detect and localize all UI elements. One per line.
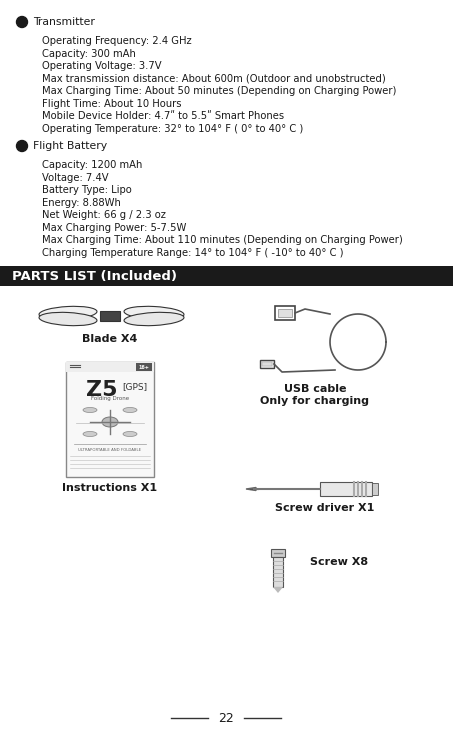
Text: 22: 22	[218, 711, 234, 724]
Text: Max Charging Power: 5-7.5W: Max Charging Power: 5-7.5W	[42, 223, 186, 232]
Ellipse shape	[124, 307, 184, 320]
Text: Instructions X1: Instructions X1	[63, 483, 158, 493]
Text: Only for charging: Only for charging	[260, 396, 370, 406]
Bar	[273, 557, 283, 587]
Text: Operating Temperature: 32° to 104° F ( 0° to 40° C ): Operating Temperature: 32° to 104° F ( 0…	[42, 124, 303, 133]
Bar	[136, 363, 152, 371]
Bar	[278, 309, 292, 317]
Ellipse shape	[83, 431, 97, 436]
Bar	[275, 306, 295, 320]
Ellipse shape	[39, 312, 97, 326]
Ellipse shape	[102, 417, 118, 427]
Ellipse shape	[123, 431, 137, 436]
Bar	[320, 482, 372, 496]
Text: Operating Frequency: 2.4 GHz: Operating Frequency: 2.4 GHz	[42, 36, 192, 46]
Text: Screw X8: Screw X8	[310, 557, 368, 567]
Text: Screw driver X1: Screw driver X1	[275, 503, 375, 513]
Text: Capacity: 1200 mAh: Capacity: 1200 mAh	[42, 160, 142, 170]
Text: Flight Time: About 10 Hours: Flight Time: About 10 Hours	[42, 99, 182, 108]
FancyBboxPatch shape	[66, 362, 154, 477]
Text: Charging Temperature Range: 14° to 104° F ( -10° to 40° C ): Charging Temperature Range: 14° to 104° …	[42, 248, 343, 257]
Ellipse shape	[83, 408, 97, 413]
Text: Transmitter: Transmitter	[33, 17, 95, 27]
Text: ULTRAPORTABLE AND FOLDABLE: ULTRAPORTABLE AND FOLDABLE	[78, 448, 141, 452]
Bar	[66, 362, 154, 372]
Bar	[100, 311, 120, 321]
Text: 16+: 16+	[139, 365, 149, 369]
Circle shape	[16, 141, 28, 152]
Bar	[260, 360, 274, 368]
Polygon shape	[246, 487, 256, 491]
Polygon shape	[273, 587, 283, 593]
Text: Energy: 8.88Wh: Energy: 8.88Wh	[42, 198, 121, 208]
Text: Battery Type: Lipo: Battery Type: Lipo	[42, 185, 132, 195]
Ellipse shape	[123, 408, 137, 413]
Text: PARTS LIST (Included): PARTS LIST (Included)	[12, 270, 177, 282]
Text: Max transmission distance: About 600m (Outdoor and unobstructed): Max transmission distance: About 600m (O…	[42, 74, 386, 83]
Circle shape	[16, 16, 28, 27]
Text: Flight Battery: Flight Battery	[33, 141, 107, 151]
Text: Voltage: 7.4V: Voltage: 7.4V	[42, 172, 109, 183]
Text: Max Charging Time: About 50 minutes (Depending on Charging Power): Max Charging Time: About 50 minutes (Dep…	[42, 86, 396, 96]
Ellipse shape	[124, 312, 184, 326]
Bar	[271, 549, 285, 557]
Text: Z5: Z5	[86, 380, 118, 400]
Bar	[0, 266, 453, 286]
Text: Net Weight: 66 g / 2.3 oz: Net Weight: 66 g / 2.3 oz	[42, 210, 166, 220]
Bar	[262, 362, 272, 366]
Text: Folding Drone: Folding Drone	[91, 396, 129, 401]
Text: Mobile Device Holder: 4.7ʺ to 5.5ʺ Smart Phones: Mobile Device Holder: 4.7ʺ to 5.5ʺ Smart…	[42, 111, 284, 121]
Text: Operating Voltage: 3.7V: Operating Voltage: 3.7V	[42, 61, 162, 71]
Text: USB cable: USB cable	[284, 384, 346, 394]
Text: Blade X4: Blade X4	[82, 334, 138, 344]
Text: Max Charging Time: About 110 minutes (Depending on Charging Power): Max Charging Time: About 110 minutes (De…	[42, 235, 403, 245]
Bar	[372, 483, 378, 495]
Ellipse shape	[39, 307, 97, 320]
Text: [GPS]: [GPS]	[122, 382, 147, 391]
Text: Capacity: 300 mAh: Capacity: 300 mAh	[42, 49, 136, 58]
